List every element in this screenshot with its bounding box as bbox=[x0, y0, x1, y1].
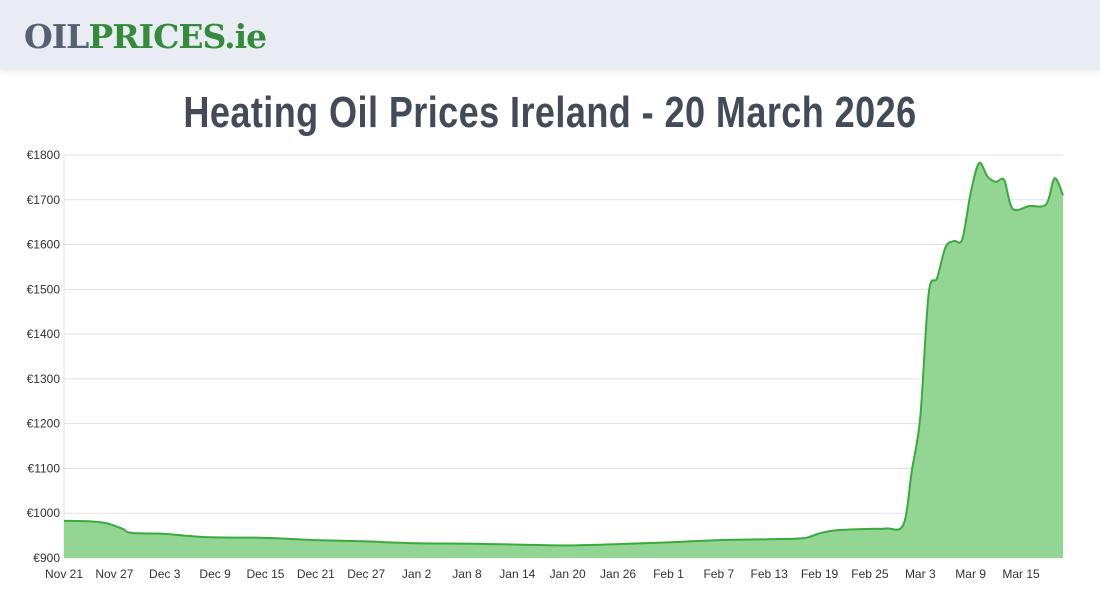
x-tick-label: Dec 3 bbox=[149, 567, 181, 581]
x-tick-label: Nov 27 bbox=[95, 567, 133, 581]
y-tick-label: €1200 bbox=[27, 417, 61, 431]
x-tick-label: Mar 3 bbox=[905, 567, 936, 581]
site-header: OILPRICES.ie bbox=[0, 0, 1100, 70]
x-tick-label: Jan 26 bbox=[600, 567, 636, 581]
site-logo[interactable]: OILPRICES.ie bbox=[24, 17, 267, 56]
y-tick-label: €1400 bbox=[27, 327, 61, 341]
x-tick-label: Nov 21 bbox=[45, 567, 83, 581]
x-tick-label: Mar 15 bbox=[1002, 567, 1040, 581]
y-tick-label: €1300 bbox=[27, 372, 61, 386]
x-tick-label: Feb 7 bbox=[703, 567, 734, 581]
x-tick-label: Mar 9 bbox=[955, 567, 986, 581]
price-area bbox=[64, 162, 1063, 558]
y-tick-label: €1500 bbox=[27, 282, 61, 296]
y-tick-label: €1800 bbox=[27, 148, 61, 162]
y-tick-label: €1600 bbox=[27, 238, 61, 252]
x-tick-label: Feb 25 bbox=[851, 567, 889, 581]
y-tick-label: €900 bbox=[33, 551, 60, 565]
x-tick-label: Feb 19 bbox=[801, 567, 839, 581]
x-tick-label: Jan 8 bbox=[452, 567, 482, 581]
x-tick-label: Dec 21 bbox=[297, 567, 335, 581]
x-tick-label: Dec 15 bbox=[246, 567, 284, 581]
x-tick-label: Jan 14 bbox=[499, 567, 535, 581]
y-tick-label: €1100 bbox=[28, 461, 61, 475]
x-tick-label: Jan 2 bbox=[402, 567, 432, 581]
y-tick-label: €1700 bbox=[27, 193, 61, 207]
x-tick-label: Jan 20 bbox=[550, 567, 586, 581]
page-title: Heating Oil Prices Ireland - 20 March 20… bbox=[183, 88, 917, 137]
x-tick-label: Feb 1 bbox=[653, 567, 684, 581]
x-tick-label: Feb 13 bbox=[750, 567, 788, 581]
x-tick-label: Dec 27 bbox=[347, 567, 385, 581]
y-tick-label: €1000 bbox=[27, 506, 61, 520]
x-tick-label: Dec 9 bbox=[199, 567, 231, 581]
